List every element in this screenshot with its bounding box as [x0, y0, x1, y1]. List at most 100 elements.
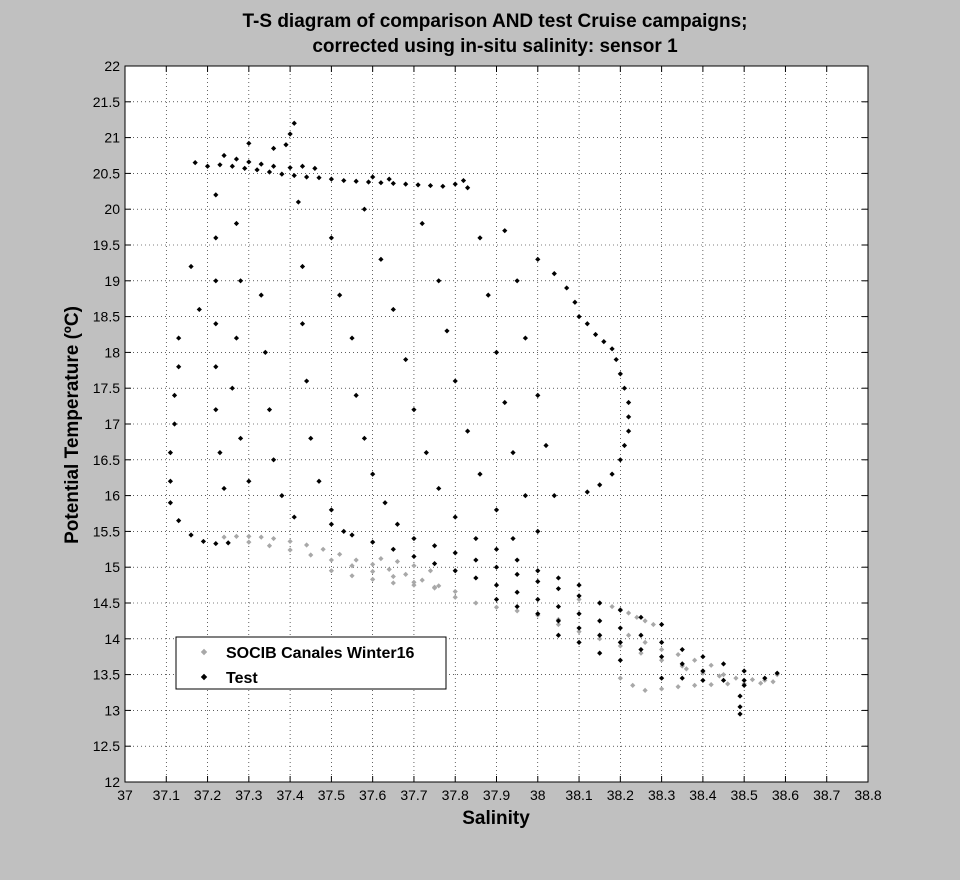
data-point: [493, 604, 500, 610]
data-point: [378, 256, 384, 262]
data-point: [659, 675, 665, 681]
data-point: [390, 580, 396, 586]
data-point: [592, 331, 599, 338]
data-point: [213, 407, 219, 413]
data-point: [394, 521, 401, 527]
data-point: [762, 675, 768, 681]
x-tick-label: 38.7: [813, 787, 840, 803]
x-tick-label: 38.4: [689, 787, 716, 803]
data-point: [213, 278, 219, 284]
data-point: [411, 553, 417, 560]
data-point: [299, 163, 306, 169]
data-point: [225, 540, 231, 546]
data-point: [630, 682, 636, 688]
data-point: [291, 514, 297, 520]
data-point: [431, 561, 438, 567]
data-point: [188, 263, 194, 270]
data-point: [638, 646, 644, 653]
y-tick-label: 17.5: [93, 380, 120, 396]
x-tick-label: 37.8: [442, 787, 469, 803]
data-point: [411, 407, 417, 413]
data-point: [271, 163, 277, 169]
data-point: [328, 176, 334, 182]
x-tick-label: 37: [117, 787, 133, 803]
data-point: [737, 711, 743, 717]
data-point: [493, 546, 500, 552]
data-point: [308, 552, 314, 558]
data-point: [708, 662, 714, 668]
data-point: [233, 533, 240, 540]
data-point: [283, 142, 289, 148]
data-point: [634, 614, 640, 620]
data-point: [452, 594, 458, 600]
data-point: [192, 160, 198, 166]
data-point: [642, 618, 648, 624]
data-point: [650, 621, 656, 628]
data-point: [176, 518, 182, 524]
data-point: [415, 182, 421, 188]
data-point: [460, 177, 467, 184]
data-point: [452, 514, 458, 520]
data-point: [328, 568, 334, 574]
data-point: [262, 349, 268, 355]
data-point: [320, 546, 326, 552]
data-point: [621, 442, 628, 449]
data-point: [638, 650, 644, 656]
data-point: [638, 632, 644, 638]
x-tick-label: 38.1: [565, 787, 592, 803]
data-point: [279, 171, 285, 177]
data-point: [617, 607, 623, 613]
data-point: [188, 532, 194, 538]
data-point: [625, 428, 632, 434]
data-point: [749, 677, 756, 683]
data-point: [266, 543, 273, 549]
data-point: [737, 693, 743, 699]
data-point: [679, 646, 685, 653]
axis-ticks: 37 37.1 37.2 37.3 37.4 37.5 37.6 37.7 37.8 37.9 38…: [93, 58, 882, 803]
data-point: [609, 346, 615, 352]
data-point: [217, 450, 223, 456]
data-point: [733, 675, 739, 681]
y-tick-label: 20: [104, 201, 120, 217]
data-point: [555, 603, 562, 610]
y-tick-label: 12: [104, 774, 120, 790]
data-point: [287, 547, 293, 553]
data-point: [473, 535, 479, 542]
y-tick-label: 17: [104, 416, 120, 432]
data-point: [720, 661, 727, 667]
data-point: [328, 235, 334, 241]
data-point: [609, 603, 615, 610]
data-point: [403, 571, 409, 577]
data-point: [370, 471, 376, 477]
data-point: [316, 478, 322, 484]
data-point: [625, 414, 632, 420]
data-point: [390, 573, 396, 580]
y-tick-label: 15: [104, 559, 120, 575]
data-point: [535, 256, 541, 262]
y-tick-label: 13: [104, 702, 120, 718]
series-test: [167, 120, 780, 717]
data-point: [625, 610, 632, 616]
data-point: [514, 278, 520, 284]
data-point: [411, 582, 417, 588]
data-point: [291, 172, 297, 179]
data-point: [692, 682, 698, 688]
x-tick-label: 37.2: [194, 787, 221, 803]
data-point: [625, 632, 632, 638]
data-point: [403, 356, 409, 363]
x-tick-label: 38: [530, 787, 546, 803]
data-point: [411, 579, 417, 585]
x-tick-label: 38.8: [854, 787, 881, 803]
data-point: [514, 571, 520, 577]
x-tick-label: 37.7: [400, 787, 427, 803]
legend-label-test: Test: [226, 670, 258, 687]
data-point: [328, 557, 334, 563]
data-point: [659, 646, 665, 653]
data-point: [452, 378, 458, 384]
data-point: [266, 169, 273, 175]
data-point: [659, 686, 665, 692]
data-point: [328, 507, 334, 513]
data-point: [258, 161, 264, 167]
data-point: [473, 557, 479, 563]
data-point: [493, 349, 500, 355]
